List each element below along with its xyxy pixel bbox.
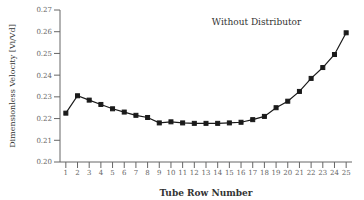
svg-text:6: 6: [122, 169, 127, 177]
svg-text:20: 20: [283, 169, 292, 177]
svg-text:0.24: 0.24: [36, 72, 52, 80]
svg-text:23: 23: [318, 169, 327, 177]
svg-text:0.23: 0.23: [36, 93, 52, 101]
svg-text:0.27: 0.27: [36, 6, 52, 14]
svg-text:3: 3: [87, 169, 91, 177]
svg-text:0.21: 0.21: [36, 137, 52, 145]
svg-text:17: 17: [248, 169, 257, 177]
svg-text:10: 10: [166, 169, 175, 177]
svg-text:15: 15: [225, 169, 234, 177]
svg-text:9: 9: [157, 169, 161, 177]
svg-text:2: 2: [75, 169, 79, 177]
svg-text:14: 14: [213, 169, 222, 177]
svg-text:11: 11: [178, 169, 187, 177]
svg-text:0.26: 0.26: [36, 28, 52, 36]
html-text:Without Distributor: Without Distributor: [211, 16, 302, 27]
svg-text:Dimensionless Velocity [Vi/Vd]: Dimensionless Velocity [Vi/Vd]: [8, 24, 17, 148]
svg-text:21: 21: [295, 169, 304, 177]
svg-text:1: 1: [64, 169, 68, 177]
svg-text:19: 19: [272, 169, 281, 177]
svg-text:13: 13: [202, 169, 211, 177]
svg-text:8: 8: [145, 169, 149, 177]
svg-text:12: 12: [190, 169, 199, 177]
svg-text:24: 24: [330, 169, 339, 177]
svg-text:0.25: 0.25: [36, 50, 52, 58]
svg-text:4: 4: [99, 169, 104, 177]
svg-text:7: 7: [134, 169, 138, 177]
svg-text:Tube Row Number: Tube Row Number: [160, 188, 253, 198]
svg-text:0.22: 0.22: [36, 115, 52, 123]
svg-text:18: 18: [260, 169, 269, 177]
svg-text:22: 22: [307, 169, 316, 177]
svg-text:5: 5: [110, 169, 114, 177]
svg-text:16: 16: [237, 169, 246, 177]
svg-text:25: 25: [342, 169, 351, 177]
svg-text:0.20: 0.20: [36, 158, 52, 166]
